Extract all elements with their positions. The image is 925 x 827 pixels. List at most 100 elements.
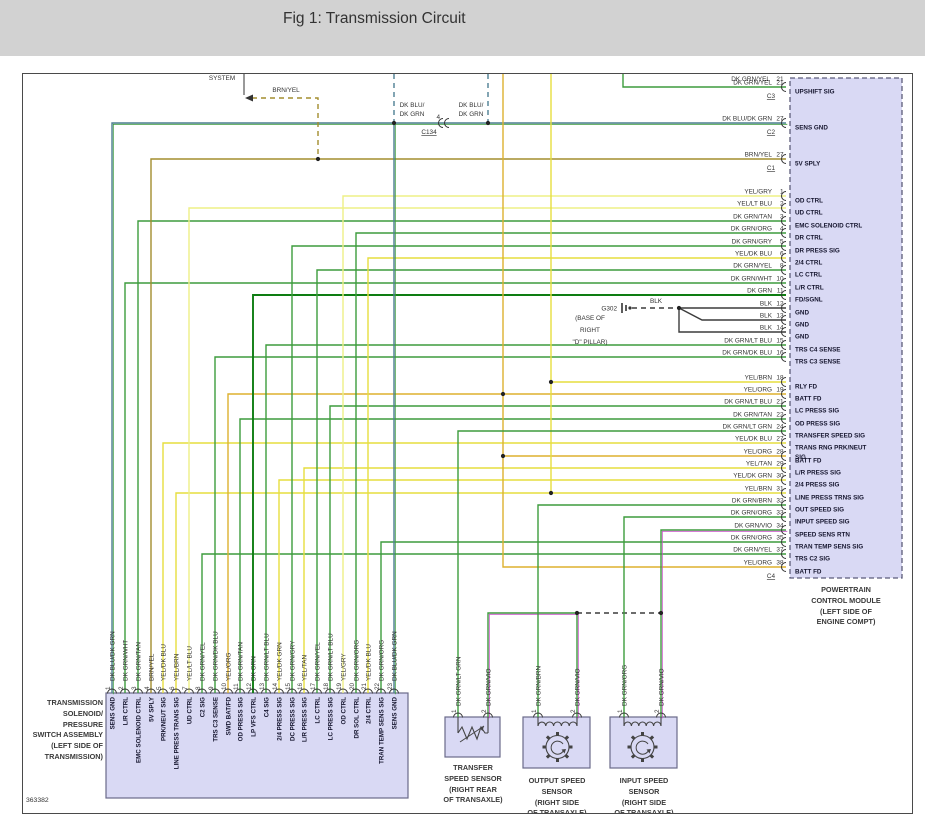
trans-signal-label: DC PRESS SIG — [290, 697, 297, 741]
trans-pin-number: 23 — [387, 682, 394, 690]
junction-dot — [548, 379, 554, 385]
sensor-pin-number: 1 — [617, 709, 624, 713]
trans-signal-label: EMC SOLENOID CTRL — [136, 697, 143, 763]
junction-dot — [500, 453, 506, 459]
caption-line: OF TRANSAXLE) — [527, 808, 587, 814]
sensor-pin-arc — [572, 712, 582, 718]
c134-right-wire-label: DK BLU/ — [459, 102, 484, 109]
pcm-wire-color-label: DK GRN/TAN — [733, 214, 772, 221]
upshift-wire-color-label: DK GRN/YEL — [731, 76, 770, 83]
trans-pin-arc — [363, 688, 373, 694]
pcm-signal-label: OD PRESS SIG — [795, 421, 840, 428]
pcm-pin-number: 15 — [776, 338, 784, 345]
pcm-signal-label: SENS GND — [795, 125, 828, 132]
pcm-wire-color-label: YEL/BRN — [745, 486, 773, 493]
pcm-pin-number: 38 — [776, 560, 784, 567]
c134-connector-arc — [438, 118, 444, 128]
trans-pin-number: 21 — [361, 682, 368, 690]
pcm-pin-arc — [781, 377, 787, 387]
junction-dot — [391, 120, 397, 126]
pcm-wire-color-label: DK GRN/LT GRN — [723, 424, 773, 431]
pcm-wire-color-label: DK GRN/ORG — [731, 226, 772, 233]
trans-wire-color-label: YEL/ORG — [226, 653, 233, 681]
junction-dot — [574, 610, 580, 616]
pcm-pin-number: 2 — [780, 201, 784, 208]
wire-yel-dk-grn — [278, 479, 786, 693]
trans-signal-label: L/R PRESS SIG — [302, 697, 309, 742]
wire-yel-gry — [342, 195, 786, 693]
trans-pin-number: 20 — [349, 682, 356, 690]
trans-signal-label: OD CTRL — [341, 697, 348, 725]
rotation-arrowhead — [646, 749, 651, 754]
trans-pin-number: 17 — [310, 682, 317, 690]
pcm-pin-number: 27 — [776, 436, 784, 443]
pcm-pin-arc — [781, 216, 787, 226]
trans-signal-label: 2/4 PRESS SIG — [277, 697, 284, 741]
pcm-wire-color-label: DK BLU/DK GRN — [722, 116, 772, 123]
pcm-pin-arc — [781, 426, 787, 436]
c134-right-wire-label: DK GRN — [459, 111, 484, 118]
pcm-signal-label: BATT FD — [795, 396, 822, 403]
sensor-pin-number: 2 — [570, 709, 577, 713]
pcm-connector-label: C1 — [767, 165, 776, 172]
junction-dot — [485, 120, 491, 126]
pcm-pin-arc — [781, 389, 787, 399]
pcm-signal-label: BATT FD — [795, 458, 822, 465]
pcm-pin-arc — [781, 154, 787, 164]
trans-pin-arc — [312, 688, 322, 694]
sensor-wire-color-label: DK GRN/ORG — [622, 665, 629, 706]
pcm-signal-label: EMC SOLENOID CTRL — [795, 223, 862, 230]
caption-line: TRANSMISSION) — [44, 751, 103, 761]
pcm-pin-arc — [781, 414, 787, 424]
wire-brn-yel — [150, 158, 786, 693]
pcm-pin-number: 12 — [776, 301, 784, 308]
wire-dk-grn-vio — [487, 612, 577, 717]
trans-wire-color-label: YEL/LT BLU — [187, 646, 194, 681]
trans-pin-number: 16 — [297, 682, 304, 690]
pcm-pin-arc — [781, 118, 787, 128]
wire-dk-grn-yel — [316, 269, 786, 693]
trans-signal-label: LC CTRL — [315, 697, 322, 724]
pcm-signal-label: LC PRESS SIG — [795, 408, 839, 415]
trans-pin-number: 10 — [221, 682, 228, 690]
transmission-solenoid-box — [105, 692, 409, 799]
trans-pin-arc — [389, 688, 399, 694]
trans-wire-color-label: YEL/DK GRN — [277, 642, 284, 681]
caption-line: SPEED SENSOR — [444, 773, 502, 783]
wire-yel-tan — [303, 467, 786, 693]
caption-line: SWITCH ASSEMBLY — [32, 730, 103, 740]
pcm-wire-color-label: YEL/ORG — [744, 560, 772, 567]
c134-left-wire-label: DK GRN — [400, 111, 425, 118]
pcm-pin-number: 16 — [776, 350, 784, 357]
output-speed-sensor-caption: OUTPUT SPEED SENSOR (RIGHT SIDE OF TRANS… — [502, 776, 612, 814]
pcm-wire-color-label: DK GRN/DK BLU — [722, 350, 772, 357]
pcm-wire-color-label: DK GRN/LT BLU — [724, 338, 772, 345]
pcm-pin-number: 8 — [780, 263, 784, 270]
tone-wheel-tooth — [630, 735, 636, 740]
pcm-pin-arc — [781, 463, 787, 473]
wire-dk-grn-yel — [622, 74, 786, 88]
trans-signal-label: LINE PRESS TRANS SIG — [174, 697, 181, 769]
junction-dot — [500, 391, 506, 397]
c134-connector-arc — [444, 118, 450, 128]
trans-signal-label: SENS GND — [392, 696, 399, 729]
trans-pin-arc — [223, 688, 233, 694]
pcm-wire-color-label: YEL/DK BLU — [735, 251, 772, 258]
ground-id-label: G302 — [601, 306, 617, 313]
trans-signal-label: PRK/NEUT SIG — [161, 697, 168, 741]
sensor-pin-arc — [483, 712, 493, 718]
trans-wire-color-label: DK GRN/ORG — [354, 640, 361, 681]
trans-signal-label: SENS GND — [110, 696, 117, 729]
pcm-wire-color-label: BLK — [760, 301, 773, 308]
wire-dk-grn-org — [380, 541, 786, 693]
tone-wheel-tooth — [545, 754, 551, 759]
trans-wire-color-label: DK BLU/DK GRN — [392, 631, 399, 681]
pcm-wire-color-label: DK GRN/YEL — [733, 80, 772, 87]
pcm-pin-number: 5 — [780, 239, 784, 246]
wire-tracer — [112, 123, 788, 695]
pcm-connector-label: C4 — [767, 573, 776, 580]
trans-signal-label: TRAN TEMP SENS SIG — [379, 697, 386, 764]
sensor-pin-number: 1 — [531, 709, 538, 713]
pcm-box — [789, 77, 903, 579]
wire-dk-grn-lt-grn — [457, 430, 786, 717]
